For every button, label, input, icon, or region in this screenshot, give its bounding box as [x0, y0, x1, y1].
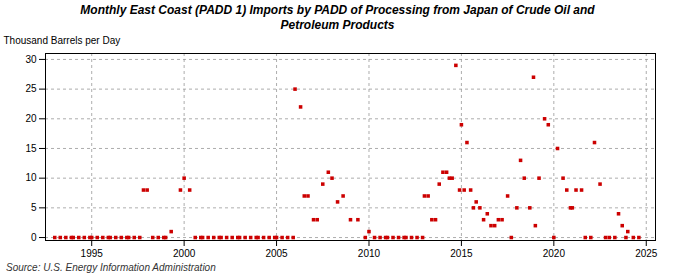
svg-text:20: 20 [25, 113, 37, 124]
svg-text:2005: 2005 [265, 248, 288, 259]
svg-text:2010: 2010 [358, 248, 381, 259]
svg-text:2020: 2020 [543, 248, 566, 259]
svg-text:15: 15 [25, 143, 37, 154]
svg-text:10: 10 [25, 172, 37, 183]
svg-text:2025: 2025 [635, 248, 658, 259]
svg-text:30: 30 [25, 54, 37, 65]
svg-text:1995: 1995 [81, 248, 104, 259]
html-text:Monthly East Coast (PADD 1) Im: Monthly East Coast (PADD 1) Imports by P… [80, 3, 595, 32]
svg-text:2000: 2000 [173, 248, 196, 259]
html-text:Source: U.S. Energy Informatio: Source: U.S. Energy Information Administ… [6, 262, 216, 273]
svg-text:0: 0 [31, 232, 37, 243]
svg-text:5: 5 [31, 202, 37, 213]
svg-text:2015: 2015 [450, 248, 473, 259]
svg-text:Thousand Barrels per Day: Thousand Barrels per Day [4, 35, 121, 46]
svg-text:25: 25 [25, 83, 37, 94]
